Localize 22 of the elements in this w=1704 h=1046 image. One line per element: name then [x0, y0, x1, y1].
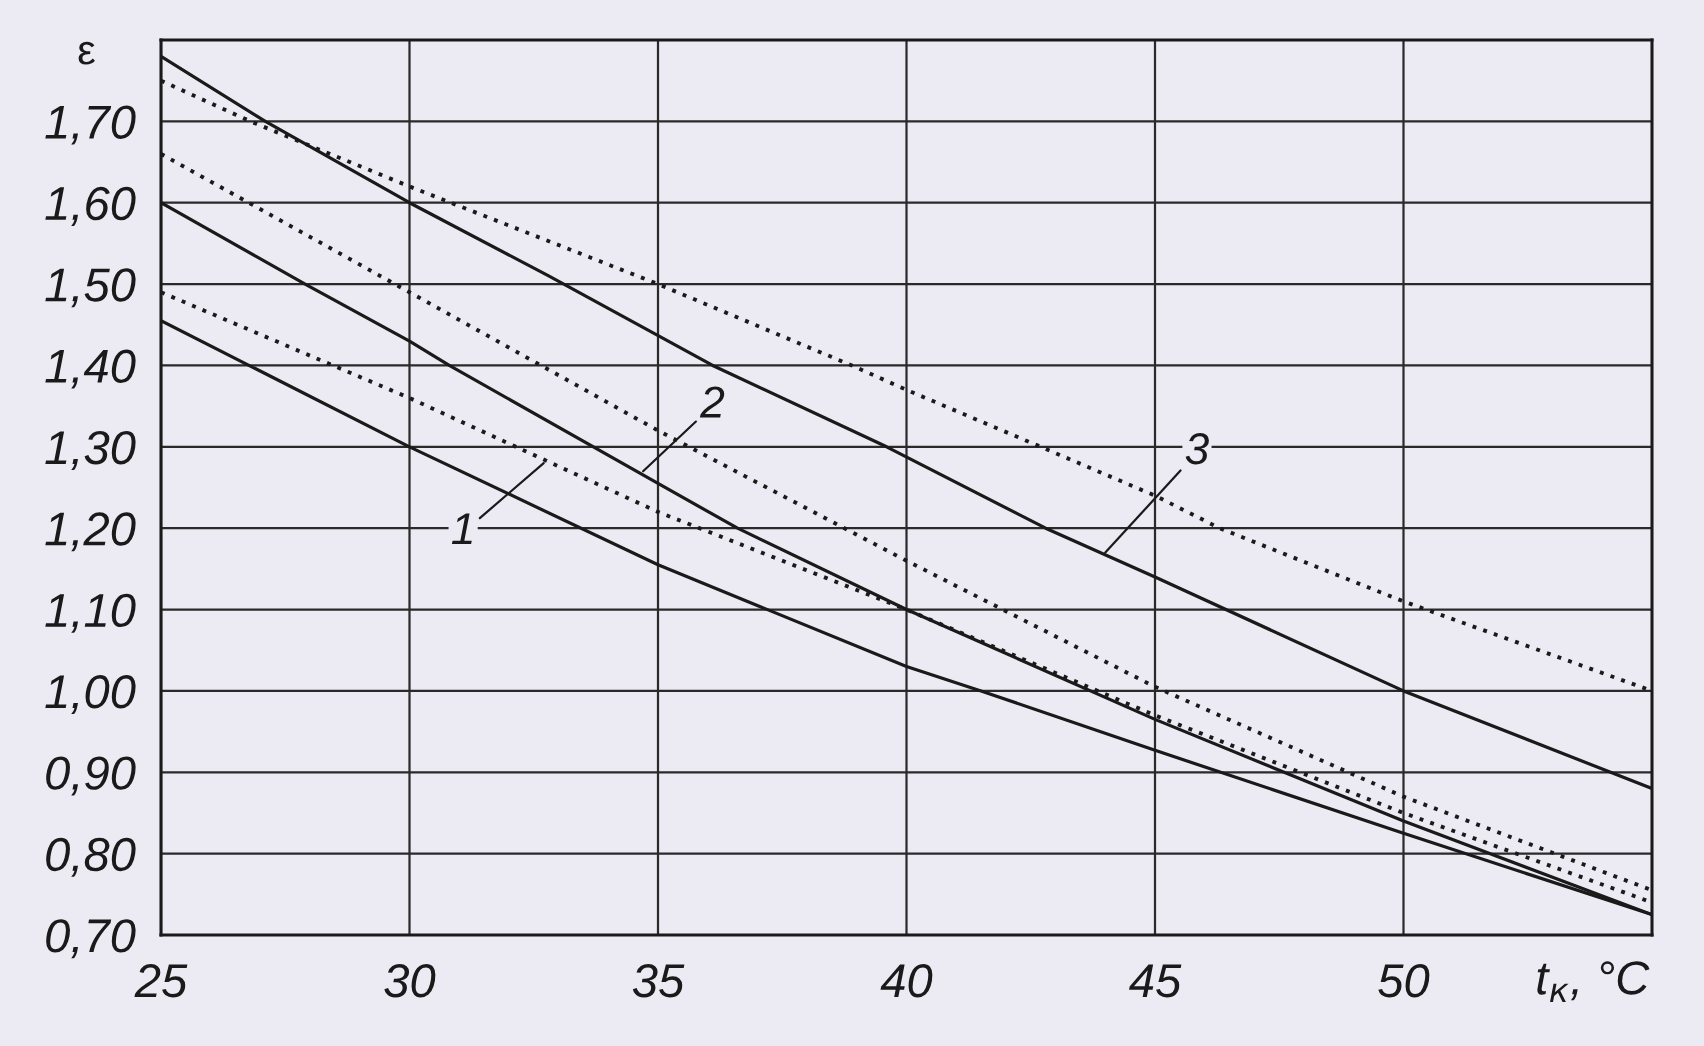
- y-tick-label: 1,10: [45, 593, 136, 633]
- y-tick-label: 0,80: [46, 837, 136, 877]
- y-tick-label: 1,70: [45, 105, 136, 145]
- x-tick-label: 45: [1129, 964, 1182, 998]
- annotation: 1: [451, 513, 472, 545]
- x-axis-title: t$_{к}$, °C: [1537, 961, 1650, 1002]
- y-tick-label: 0,90: [46, 756, 136, 796]
- annotation: 2: [699, 386, 725, 418]
- y-tick-label: 1,30: [45, 430, 136, 470]
- y-tick-label: 1,40: [45, 349, 136, 389]
- x-tick-label: 50: [1378, 964, 1430, 998]
- y-tick-label: 1,00: [45, 675, 136, 715]
- y-tick-label: 0,70: [46, 919, 136, 959]
- x-tick-label: 25: [134, 964, 188, 998]
- y-axis-title: ε: [78, 41, 95, 65]
- y-tick-label: 1,60: [45, 186, 136, 226]
- y-tick-label: 1,50: [45, 268, 136, 308]
- y-tick-label: 1,20: [45, 512, 136, 552]
- x-tick-label: 40: [880, 964, 933, 998]
- x-tick-label: 30: [384, 964, 436, 998]
- annotation: 3: [1185, 433, 1209, 465]
- x-tick-label: 35: [632, 964, 685, 998]
